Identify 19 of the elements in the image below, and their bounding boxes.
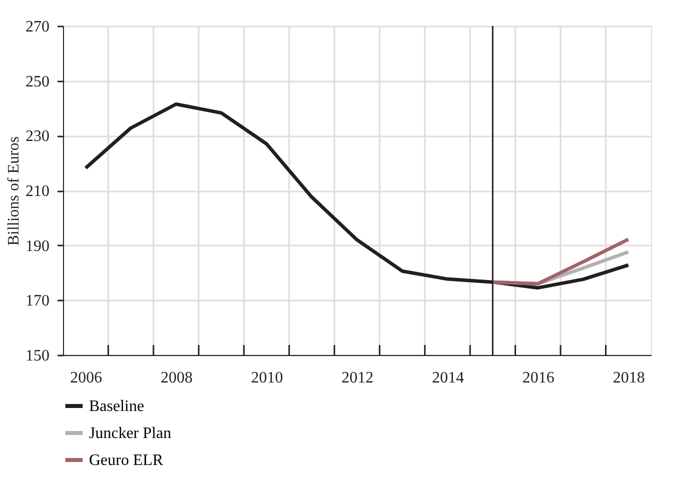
y-tick-label: 170: [26, 292, 50, 310]
x-tick-label: 2008: [160, 370, 193, 386]
y-tick-label: 270: [26, 18, 50, 36]
x-tick-label: 2014: [432, 370, 464, 386]
line-series: [490, 238, 630, 286]
legend-label: Geuro ELR: [89, 452, 164, 469]
legend-label: Baseline: [89, 398, 144, 415]
y-tick-label: 250: [26, 73, 50, 90]
x-tick-label: 2006: [70, 370, 102, 386]
y-tick-label: 150: [26, 348, 50, 364]
y-tick-label: 230: [26, 128, 50, 146]
y-tick-label: 190: [26, 238, 50, 255]
x-tick-label: 2018: [612, 370, 645, 386]
x-tick-label: 2010: [251, 370, 284, 386]
y-tick-label: 210: [26, 183, 50, 200]
x-tick-label: 2016: [522, 370, 554, 386]
legend-label: Juncker Plan: [89, 425, 172, 442]
x-tick-label: 2012: [342, 370, 374, 386]
y-axis-title: Billions of Euros: [6, 136, 22, 246]
